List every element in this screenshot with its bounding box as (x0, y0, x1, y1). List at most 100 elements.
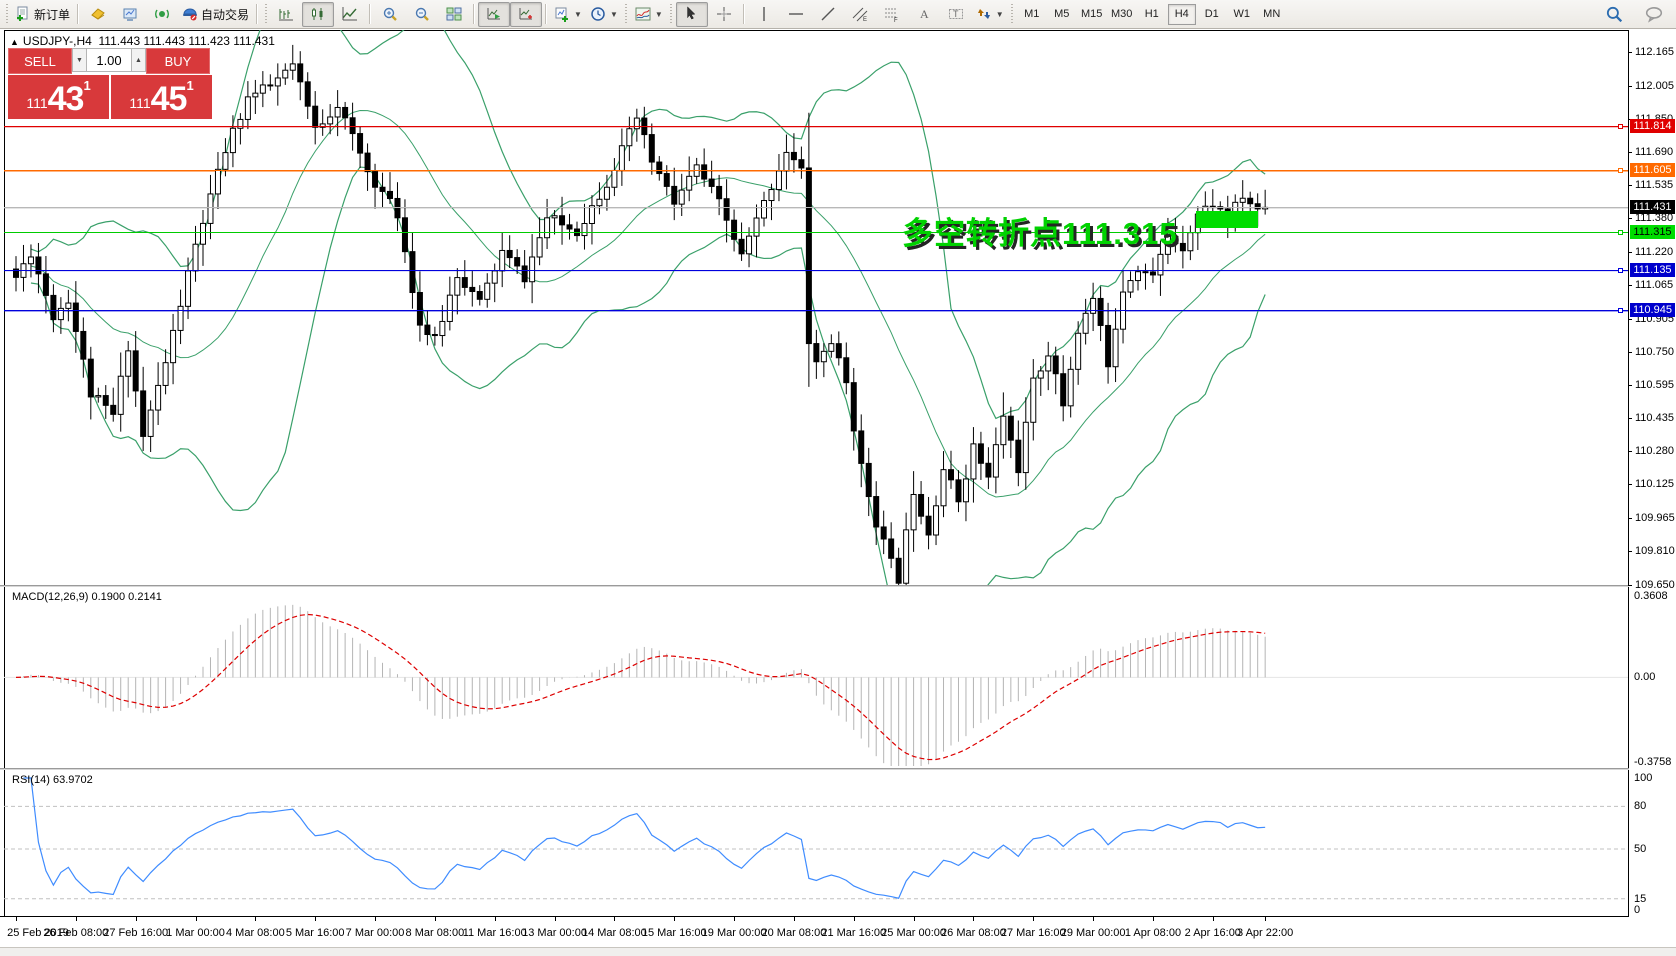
tile-windows-icon (446, 7, 462, 21)
timeframe-w1-button[interactable]: W1 (1233, 8, 1250, 20)
chart-annotation-text[interactable]: 多空转折点111.315 (902, 216, 1178, 251)
trendline-button[interactable] (812, 2, 844, 27)
zoom-out-button[interactable] (406, 2, 438, 27)
horizontal-level-line[interactable] (4, 270, 1628, 271)
signals-button[interactable] (146, 2, 178, 27)
crosshair-button[interactable] (708, 2, 740, 27)
volume-increase-button[interactable]: ▲ (131, 48, 146, 72)
status-bar (0, 947, 1676, 956)
price-chart-canvas[interactable] (4, 30, 1628, 585)
timeframe-h4-button[interactable]: H4 (1167, 3, 1196, 25)
x-axis-tick (434, 917, 436, 921)
volume-decrease-button[interactable]: ▼ (72, 48, 87, 72)
horizontal-line-icon (788, 13, 803, 15)
market-watch-button[interactable] (82, 2, 114, 27)
buy-button[interactable]: BUY (146, 48, 210, 74)
new-order-button[interactable]: 新订单 (11, 2, 74, 27)
line-chart-button[interactable] (334, 2, 366, 27)
new-chart-dropdown-button[interactable]: ▼ (550, 2, 586, 27)
buy-price-display[interactable]: 111 45 1 (111, 75, 212, 119)
print-preview-button[interactable] (114, 2, 146, 27)
sell-price-display[interactable]: 111 43 1 (8, 75, 109, 119)
indicators-dropdown-button[interactable]: ▼ (631, 2, 667, 27)
timeframe-d1-button[interactable]: D1 (1204, 8, 1219, 20)
chart-frame-top (4, 30, 1629, 31)
timeframe-m30-button[interactable]: M30 (1111, 8, 1133, 20)
chart-collapse-icon[interactable]: ▲ (10, 37, 19, 47)
y-axis-tick-label: 111.535 (1635, 179, 1674, 191)
y-axis-tick-label: 110.125 (1635, 478, 1674, 490)
pane-divider[interactable] (0, 585, 1676, 586)
bar-chart-icon (279, 9, 294, 21)
vertical-line-button[interactable] (748, 2, 780, 27)
rsi-pane-canvas[interactable] (4, 770, 1628, 916)
auto-trading-button[interactable]: 自动交易 (178, 2, 253, 27)
profiles-dropdown-button[interactable]: ▼ (586, 2, 622, 27)
x-axis-tick (195, 917, 197, 921)
level-endpoint-handle[interactable] (1618, 308, 1623, 313)
zoom-out-icon (415, 7, 429, 21)
x-axis-tick (554, 917, 556, 921)
level-endpoint-handle[interactable] (1618, 124, 1623, 129)
x-axis-tick (913, 917, 915, 921)
pane-divider-hl (0, 586, 1676, 587)
timeframe-m5-button[interactable]: M5 (1054, 8, 1070, 20)
text-button[interactable]: A (908, 2, 940, 27)
y-axis-tick (1628, 52, 1632, 53)
buy-price-prefix: 111 (129, 95, 151, 111)
zoom-in-button[interactable] (374, 2, 406, 27)
rsi-axis-label: 50 (1634, 843, 1647, 855)
time-axis[interactable]: 25 Feb 2019 26 Feb 08:00 27 Feb 16:00 1 Mar… (0, 917, 1676, 947)
y-axis-tick-label: 112.005 (1635, 80, 1674, 92)
level-endpoint-handle[interactable] (1618, 268, 1623, 273)
horizontal-line-button[interactable] (780, 2, 812, 27)
new-order-icon (17, 6, 28, 21)
tile-windows-button[interactable] (438, 2, 470, 27)
candlestick-chart-button[interactable] (302, 1, 335, 27)
toolbar-grip[interactable] (668, 4, 674, 24)
chart-shift-button[interactable] (510, 1, 543, 27)
search-button[interactable] (1598, 2, 1630, 27)
arrows-dropdown-button[interactable]: ▼ (972, 2, 1008, 27)
x-axis-label: 3 Apr 22:00 (1237, 927, 1294, 939)
auto-scroll-button[interactable] (478, 1, 511, 27)
toolbar-grip[interactable] (1009, 4, 1015, 24)
horizontal-level-line[interactable] (4, 310, 1628, 311)
y-axis-tick (1628, 418, 1632, 419)
timeframe-h1-button[interactable]: H1 (1144, 8, 1159, 20)
timeframe-m15-button[interactable]: M15 (1081, 8, 1103, 20)
chat-button[interactable] (1638, 2, 1670, 27)
y-axis-tick-label: 111.065 (1635, 279, 1674, 291)
sell-button[interactable]: SELL (8, 48, 72, 74)
toolbar-grip[interactable] (623, 4, 629, 24)
text-label-button[interactable]: T (940, 2, 972, 27)
x-axis-tick (135, 917, 137, 921)
horizontal-level-line[interactable] (4, 126, 1628, 127)
toolbar-grip[interactable] (263, 4, 269, 24)
pane-divider[interactable] (0, 768, 1676, 769)
level-endpoint-handle[interactable] (1618, 168, 1623, 173)
equidistant-channel-button[interactable]: E (844, 2, 876, 27)
rsi-value: 63.9702 (52, 774, 93, 786)
level-endpoint-handle[interactable] (1618, 230, 1623, 235)
fibonacci-button[interactable]: F (876, 2, 908, 27)
highlight-rectangle[interactable] (1196, 211, 1258, 228)
horizontal-level-line[interactable] (4, 232, 1628, 233)
toolbar-separator (256, 4, 259, 24)
price-axis[interactable] (1629, 30, 1676, 946)
y-axis-tick (1628, 319, 1632, 320)
bar-chart-button[interactable] (270, 2, 302, 27)
y-axis-tick-label: 111.220 (1635, 246, 1674, 258)
current-price-line[interactable] (4, 207, 1628, 208)
horizontal-level-line[interactable] (4, 170, 1628, 171)
macd-pane-canvas[interactable] (4, 587, 1628, 766)
y-axis-tick-label: 110.280 (1635, 445, 1674, 457)
toolbar-grip[interactable] (4, 4, 9, 24)
main-toolbar: 新订单 自动交易 ▼ ▼ ▼ E F A T ▼ M1 M5 M15 M30 H1 H4 D1 W1 MN (0, 0, 1676, 29)
volume-input[interactable] (87, 48, 131, 72)
x-axis-tick (734, 917, 736, 921)
timeframe-mn-button[interactable]: MN (1263, 8, 1281, 20)
x-axis-tick (375, 917, 377, 921)
timeframe-m1-button[interactable]: M1 (1024, 8, 1040, 20)
cursor-button[interactable] (675, 1, 708, 27)
